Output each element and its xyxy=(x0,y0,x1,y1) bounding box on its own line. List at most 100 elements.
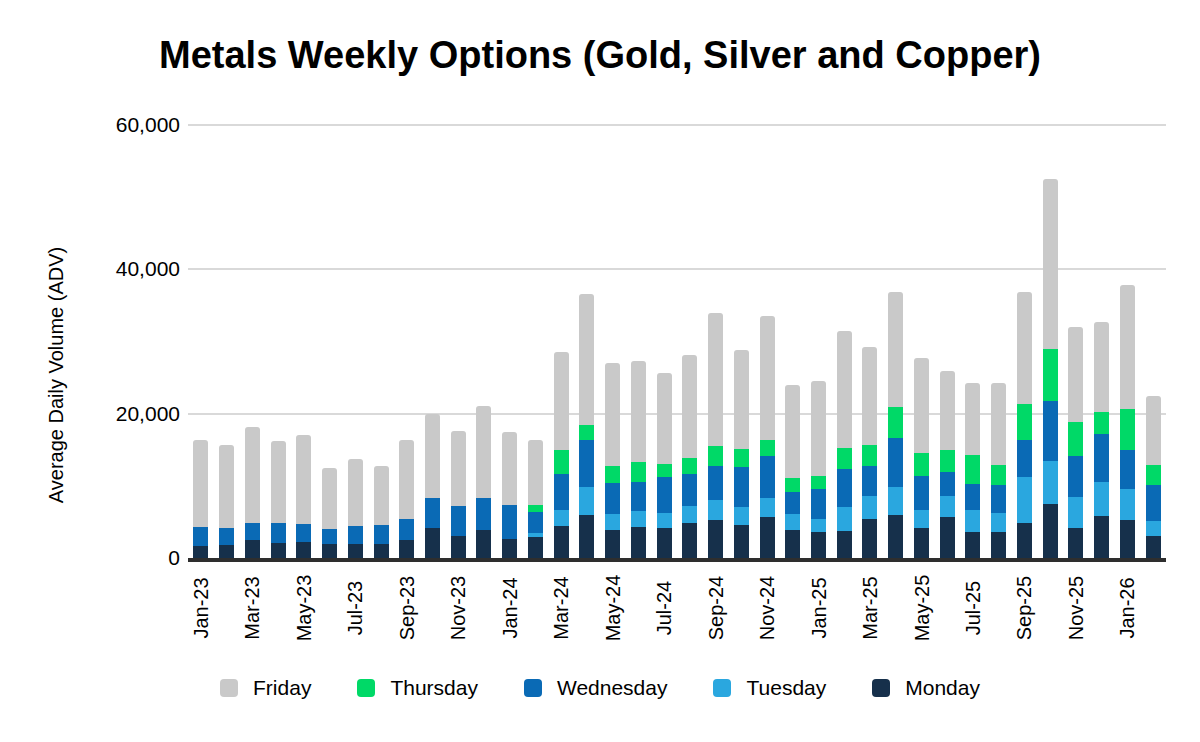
x-tick-label-May-25: May-25 xyxy=(910,548,934,668)
segment-monday-Feb-23 xyxy=(219,545,234,558)
bar-Apr-24 xyxy=(579,294,594,558)
segment-tuesday-Nov-25 xyxy=(1068,497,1083,528)
segment-wednesday-Jul-24 xyxy=(657,477,672,512)
segment-monday-Jun-24 xyxy=(631,527,646,558)
legend-label: Tuesday xyxy=(746,676,826,700)
segment-tuesday-Jun-25 xyxy=(940,496,955,517)
bar-Jul-25 xyxy=(965,383,980,558)
segment-friday-Feb-23 xyxy=(219,445,234,528)
bar-Jan-23 xyxy=(193,440,208,558)
segment-friday-Mar-23 xyxy=(245,427,260,522)
bar-Sep-25 xyxy=(1017,292,1032,558)
bar-slot-Sep-23 xyxy=(394,113,420,558)
segment-friday-Dec-25 xyxy=(1094,322,1109,411)
segment-monday-May-23 xyxy=(296,542,311,558)
segment-monday-Dec-24 xyxy=(785,530,800,558)
segment-wednesday-Feb-25 xyxy=(837,469,852,507)
bar-slot-Jan-26 xyxy=(1114,113,1140,558)
legend-item-thursday: Thursday xyxy=(357,676,478,700)
bar-Oct-25 xyxy=(1043,179,1058,558)
plot-area xyxy=(188,113,1166,562)
segment-monday-Apr-25 xyxy=(888,515,903,558)
segment-wednesday-Mar-25 xyxy=(862,466,877,496)
segment-monday-Jan-25 xyxy=(811,532,826,558)
segment-wednesday-Dec-25 xyxy=(1094,434,1109,482)
legend-swatch-thursday xyxy=(357,679,375,697)
bar-slot-Jan-23 xyxy=(188,113,214,558)
x-tick-label-Jul-25: Jul-25 xyxy=(961,548,985,668)
segment-friday-Aug-24 xyxy=(682,355,697,458)
segment-thursday-Feb-25 xyxy=(837,448,852,468)
segment-wednesday-Nov-23 xyxy=(451,506,466,536)
segment-thursday-Feb-26 xyxy=(1146,465,1161,485)
segment-tuesday-May-25 xyxy=(914,510,929,529)
segment-monday-Nov-24 xyxy=(760,517,775,558)
segment-thursday-Jul-25 xyxy=(965,455,980,484)
segment-friday-Jan-26 xyxy=(1120,285,1135,409)
segment-monday-Jan-24 xyxy=(502,539,517,558)
segment-friday-Nov-25 xyxy=(1068,327,1083,422)
legend-item-tuesday: Tuesday xyxy=(713,676,826,700)
segment-wednesday-Jul-23 xyxy=(348,526,363,545)
segment-friday-Apr-23 xyxy=(271,441,286,523)
bar-Apr-25 xyxy=(888,292,903,558)
bar-slot-Oct-25 xyxy=(1037,113,1063,558)
segment-monday-Jan-23 xyxy=(193,546,208,558)
bar-Jul-24 xyxy=(657,373,672,558)
x-tick-label-May-24: May-24 xyxy=(601,548,625,668)
bar-slot-Jan-25 xyxy=(806,113,832,558)
bar-slot-Nov-24 xyxy=(754,113,780,558)
segment-wednesday-Oct-23 xyxy=(425,498,440,528)
segment-wednesday-Jan-25 xyxy=(811,489,826,519)
bar-slot-Jul-23 xyxy=(342,113,368,558)
segment-wednesday-Mar-24 xyxy=(554,474,569,510)
bar-slot-Apr-23 xyxy=(265,113,291,558)
bar-slot-Nov-23 xyxy=(445,113,471,558)
bar-slot-Sep-25 xyxy=(1012,113,1038,558)
segment-thursday-Dec-25 xyxy=(1094,412,1109,434)
y-tick-label: 40,000 xyxy=(88,257,180,281)
chart-title: Metals Weekly Options (Gold, Silver and … xyxy=(0,34,1200,77)
segment-thursday-Nov-25 xyxy=(1068,422,1083,456)
bar-slot-May-25 xyxy=(909,113,935,558)
x-tick-label-Mar-23: Mar-23 xyxy=(240,548,264,668)
segment-wednesday-Jun-23 xyxy=(322,529,337,544)
bar-slot-May-23 xyxy=(291,113,317,558)
segment-friday-Apr-24 xyxy=(579,294,594,425)
segment-friday-Dec-23 xyxy=(476,406,491,498)
y-axis-ticks: 020,00040,00060,000 xyxy=(88,113,180,558)
segment-wednesday-Nov-25 xyxy=(1068,456,1083,497)
bar-Oct-23 xyxy=(425,414,440,558)
segment-friday-Mar-25 xyxy=(862,347,877,445)
segment-thursday-Jun-25 xyxy=(940,450,955,472)
bar-Oct-24 xyxy=(734,350,749,558)
segment-tuesday-Mar-25 xyxy=(862,496,877,519)
segment-friday-May-23 xyxy=(296,435,311,524)
x-tick-label-Sep-23: Sep-23 xyxy=(395,548,419,668)
segment-monday-Oct-23 xyxy=(425,528,440,558)
x-tick-label-Nov-24: Nov-24 xyxy=(755,548,779,668)
segment-monday-Jun-23 xyxy=(322,544,337,558)
segment-monday-Jul-25 xyxy=(965,532,980,558)
bar-Jan-26 xyxy=(1120,285,1135,558)
bars-row xyxy=(188,113,1166,558)
segment-friday-Oct-25 xyxy=(1043,179,1058,349)
segment-monday-Jul-24 xyxy=(657,528,672,558)
legend-item-wednesday: Wednesday xyxy=(524,676,668,700)
segment-monday-Sep-24 xyxy=(708,520,723,558)
bar-Mar-25 xyxy=(862,347,877,558)
segment-friday-Jan-24 xyxy=(502,432,517,505)
segment-thursday-Nov-24 xyxy=(760,440,775,456)
segment-monday-Jan-26 xyxy=(1120,520,1135,558)
segment-thursday-Mar-25 xyxy=(862,445,877,467)
segment-tuesday-Nov-24 xyxy=(760,498,775,517)
segment-monday-Aug-25 xyxy=(991,532,1006,558)
segment-friday-Sep-24 xyxy=(708,313,723,446)
segment-monday-May-25 xyxy=(914,528,929,558)
segment-monday-Dec-25 xyxy=(1094,516,1109,558)
bar-Mar-24 xyxy=(554,352,569,558)
segment-tuesday-Jan-26 xyxy=(1120,489,1135,521)
segment-tuesday-Sep-24 xyxy=(708,500,723,519)
bar-Jan-24 xyxy=(502,432,517,558)
segment-thursday-Jan-26 xyxy=(1120,409,1135,449)
